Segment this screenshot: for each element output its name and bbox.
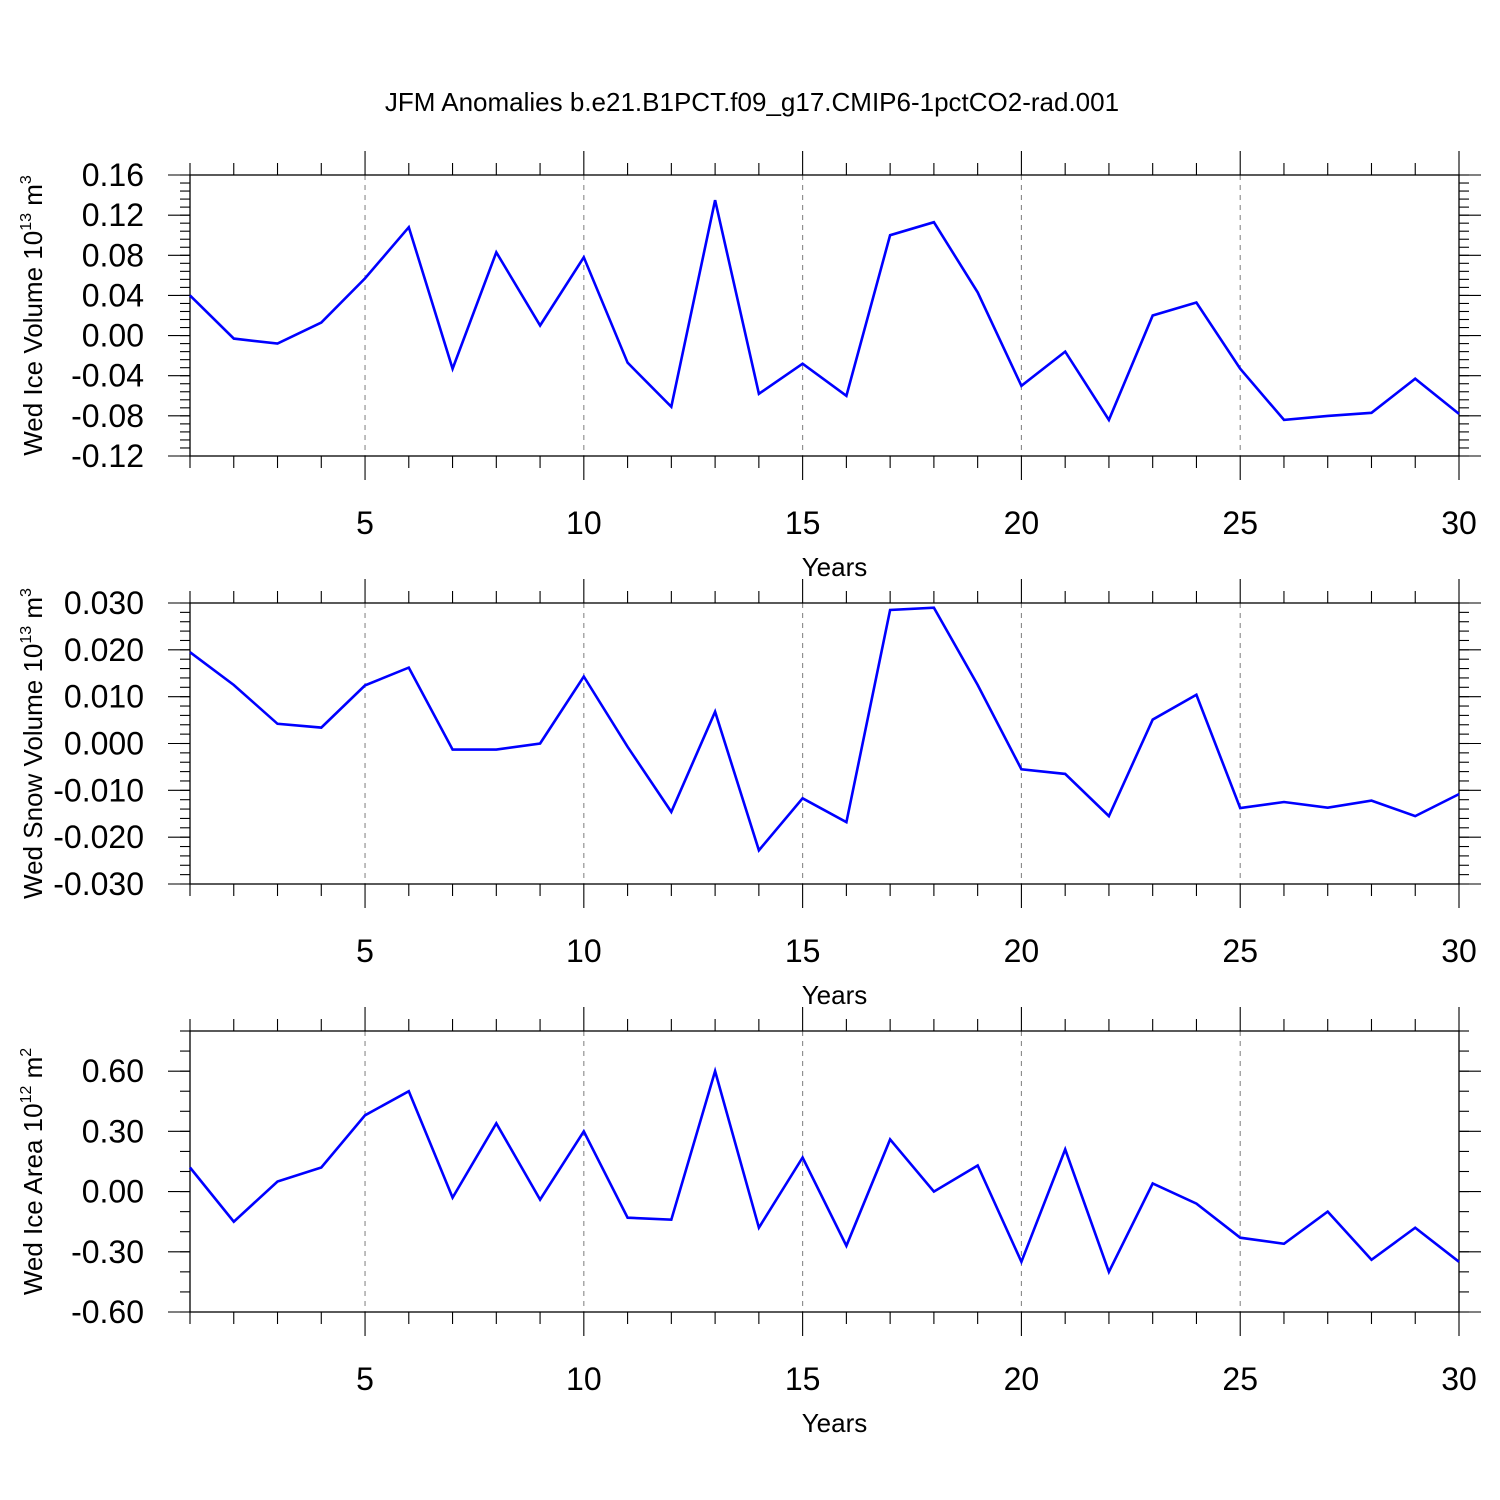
panel-2: -0.030 -0.020 -0.010 0.000 0.010 0.020 0.030 5 1… [18, 579, 1481, 1010]
y-tick-label: 0.04 [82, 277, 144, 313]
y-tick-label: -0.020 [53, 819, 144, 855]
x-axis-label: Years [802, 552, 868, 582]
y-tick-label: 0.12 [82, 197, 144, 233]
y-tick-label: 0.08 [82, 237, 144, 273]
series-line [189, 606, 1460, 853]
x-tick-label: 20 [1004, 1361, 1040, 1397]
y-tick-label: -0.30 [71, 1234, 144, 1270]
x-tick-label: 15 [785, 933, 821, 969]
panel-1: -0.12 -0.08 -0.04 0.00 0.04 0.08 0.12 0.16 5 10 15… [18, 151, 1481, 582]
y-tick-label: 0.00 [82, 1174, 144, 1210]
y-tick-label: 0.000 [64, 726, 144, 762]
x-tick-label: 25 [1222, 505, 1258, 541]
x-tick-label: 25 [1222, 933, 1258, 969]
x-tick-label: 30 [1441, 933, 1477, 969]
series-line [189, 199, 1460, 423]
x-tick-label: 15 [785, 1361, 821, 1397]
x-tick-label: 5 [356, 1361, 374, 1397]
plot-frame [189, 174, 1460, 457]
x-tick-label: 30 [1441, 1361, 1477, 1397]
x-tick-label: 10 [566, 505, 602, 541]
x-tick-label: 20 [1004, 933, 1040, 969]
y-tick-label: -0.010 [53, 772, 144, 808]
y-axis-label: Wed Ice Volume 1013 m3 [18, 175, 48, 456]
y-axis-label: Wed Snow Volume 1013 m3 [18, 588, 48, 899]
x-tick-label: 30 [1441, 505, 1477, 541]
x-tick-label: 5 [356, 933, 374, 969]
y-axis-label: Wed Ice Area 1012 m2 [18, 1048, 48, 1295]
plot-frame [189, 1030, 1460, 1313]
y-tick-label: -0.030 [53, 866, 144, 902]
y-tick-label: -0.12 [71, 438, 144, 474]
x-axis-label: Years [802, 1408, 868, 1438]
x-tick-label: 10 [566, 933, 602, 969]
x-tick-label: 20 [1004, 505, 1040, 541]
figure-title: JFM Anomalies b.e21.B1PCT.f09_g17.CMIP6-… [385, 87, 1119, 117]
panel-3: -0.60 -0.30 0.00 0.30 0.60 5 10 15 20 25 30 Years We… [18, 1007, 1481, 1438]
series-line [188, 1066, 1460, 1276]
y-tick-label: 0.010 [64, 679, 144, 715]
x-tick-label: 25 [1222, 1361, 1258, 1397]
y-tick-label: 0.60 [82, 1053, 144, 1089]
y-tick-label: 0.30 [82, 1113, 144, 1149]
y-tick-label: 0.030 [64, 585, 144, 621]
y-tick-label: -0.04 [71, 358, 144, 394]
x-tick-label: 5 [356, 505, 374, 541]
y-tick-label: -0.60 [71, 1294, 144, 1330]
x-tick-label: 15 [785, 505, 821, 541]
panels: -0.12 -0.08 -0.04 0.00 0.04 0.08 0.12 0.16 5 10 15… [18, 151, 1481, 1438]
plot-frame [189, 602, 1460, 885]
y-tick-label: 0.16 [82, 157, 144, 193]
y-tick-label: 0.020 [64, 632, 144, 668]
y-tick-label: -0.08 [71, 398, 144, 434]
x-tick-label: 10 [566, 1361, 602, 1397]
y-tick-label: 0.00 [82, 318, 144, 354]
x-axis-label: Years [802, 980, 868, 1010]
